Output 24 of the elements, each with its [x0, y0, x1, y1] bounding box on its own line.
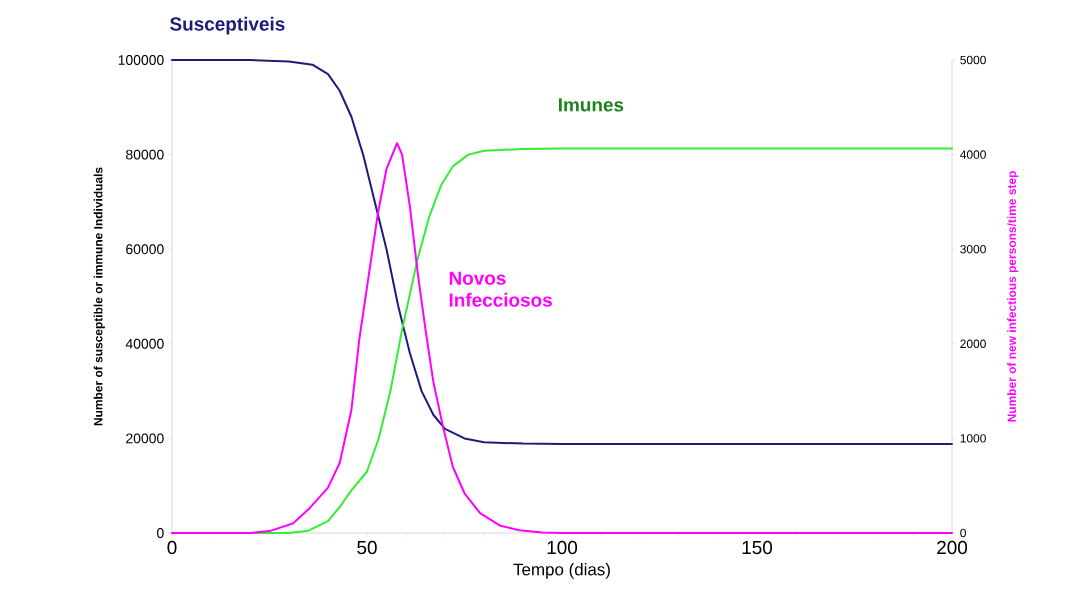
y-tick-label: 100000 [118, 55, 164, 65]
line-series [171, 59, 954, 446]
x-tick-label: 100 [547, 540, 578, 555]
y-tick-label: 80000 [126, 149, 164, 160]
y-tick-label: 60000 [126, 244, 164, 255]
x-tick-label: 200 [937, 540, 968, 555]
series-label: Novos Infecciosos [449, 271, 552, 307]
y-tick-label: 0 [157, 528, 164, 538]
x-tick-label: 150 [742, 540, 773, 555]
series-label: Susceptiveis [170, 16, 285, 35]
y2-tick-label: 4000 [960, 150, 986, 159]
y-axis-title: Number of susceptible or immune Individuals [93, 167, 105, 426]
y2-tick-label: 3000 [960, 244, 986, 254]
y2-tick-label: 1000 [960, 434, 986, 443]
y2-tick-label: 2000 [960, 339, 986, 349]
y-tick-label: 40000 [125, 338, 164, 349]
y-tick-label: 20000 [126, 433, 164, 444]
x-tick-label: 50 [357, 540, 377, 555]
series-label: Imunes [558, 98, 624, 112]
y2-axis-title: Number of new infectious persons/time step [1007, 171, 1019, 422]
y2-tick-label: 0 [960, 528, 966, 538]
x-axis-title: Tempo (dias) [513, 563, 610, 579]
y2-tick-label: 5000 [960, 55, 986, 65]
x-tick-label: 0 [167, 540, 177, 555]
